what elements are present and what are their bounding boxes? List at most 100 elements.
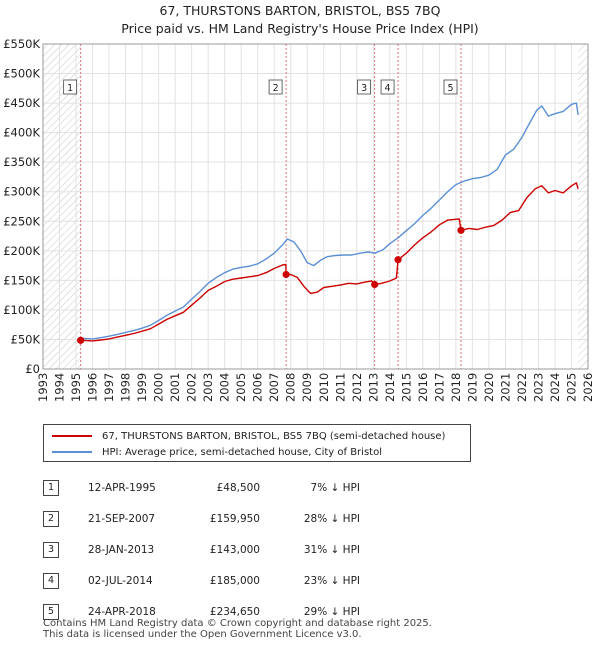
legend-label-hpi: HPI: Average price, semi-detached house,… bbox=[102, 446, 382, 458]
sale-hpi-diff: 28% ↓ HPI bbox=[303, 512, 360, 525]
x-tick-label: 2019 bbox=[465, 373, 479, 402]
x-tick-label: 2022 bbox=[515, 373, 529, 402]
legend: 67, THURSTONS BARTON, BRISTOL, BS5 7BQ (… bbox=[43, 424, 471, 462]
sale-number-box: 5 bbox=[43, 603, 59, 620]
sales-row: 1 12-APR-1995 £48,500 7% ↓ HPI bbox=[43, 472, 360, 503]
sale-point bbox=[371, 280, 379, 289]
footer-copyright: Contains HM Land Registry data © Crown c… bbox=[43, 618, 432, 629]
sale-number: 4 bbox=[43, 565, 88, 596]
y-tick-label: £0 bbox=[25, 362, 40, 376]
sale-label-number: 2 bbox=[273, 83, 279, 94]
x-tick-label: 2009 bbox=[300, 373, 314, 402]
property-price-line bbox=[80, 182, 579, 342]
y-tick-label: £550K bbox=[3, 37, 40, 51]
y-tick-label: £350K bbox=[3, 155, 40, 169]
sale-date: 28-JAN-2013 bbox=[88, 543, 155, 556]
sales-row: 5 24-APR-2018 £234,650 29% ↓ HPI bbox=[43, 596, 360, 627]
y-tick-label: £400K bbox=[3, 126, 40, 140]
x-tick-label: 1995 bbox=[69, 373, 83, 402]
x-tick-label: 2004 bbox=[218, 373, 232, 402]
sale-point bbox=[457, 226, 465, 234]
legend-line-blue bbox=[52, 451, 92, 453]
plot-area bbox=[43, 44, 588, 369]
x-tick-label: 2012 bbox=[350, 373, 364, 402]
price-chart: £0 £50K £100K £150K £200K £250K £300K £350K £400… bbox=[3, 37, 595, 402]
sale-number: 3 bbox=[43, 534, 88, 565]
sale-price: £185,000 bbox=[209, 574, 260, 587]
x-tick-label: 2005 bbox=[234, 373, 248, 402]
x-tick-label: 2015 bbox=[399, 373, 413, 402]
sale-price: £234,650 bbox=[209, 605, 260, 618]
x-tick-label: 2007 bbox=[267, 373, 281, 402]
y-tick-label: £150K bbox=[3, 273, 40, 287]
x-tick-label: 2014 bbox=[383, 373, 397, 402]
x-tick-label: 1997 bbox=[102, 373, 116, 402]
sale-number: 1 bbox=[43, 472, 88, 503]
x-tick-label: 2003 bbox=[201, 373, 215, 402]
y-tick-label: £50K bbox=[11, 332, 41, 346]
hpi-line bbox=[80, 102, 579, 340]
y-tick-label: £200K bbox=[3, 244, 40, 258]
sale-hpi-diff: 31% ↓ HPI bbox=[303, 543, 360, 556]
x-tick-label: 2002 bbox=[185, 373, 199, 402]
x-tick-label: 2016 bbox=[416, 373, 430, 402]
sales-table: 1 12-APR-1995 £48,500 7% ↓ HPI 2 21-SEP-2007 £… bbox=[43, 472, 360, 627]
x-tick-label: 2000 bbox=[152, 373, 166, 402]
sales-row: 4 02-JUL-2014 £185,000 23% ↓ HPI bbox=[43, 565, 360, 596]
x-tick-label: 1998 bbox=[119, 373, 133, 402]
legend-label-property: 67, THURSTONS BARTON, BRISTOL, BS5 7BQ (… bbox=[102, 430, 446, 442]
hatched-region-1 bbox=[43, 44, 81, 369]
footer: Contains HM Land Registry data © Crown c… bbox=[43, 618, 432, 640]
sale-number-box: 4 bbox=[43, 572, 59, 589]
chart-title: 67, THURSTONS BARTON, BRISTOL, BS5 7BQ bbox=[159, 3, 441, 18]
sale-date: 21-SEP-2007 bbox=[88, 512, 156, 525]
x-tick-label: 2021 bbox=[498, 373, 512, 402]
x-tick-label: 2025 bbox=[564, 373, 578, 402]
y-tick-label: £300K bbox=[3, 185, 40, 199]
sale-label-box bbox=[443, 79, 458, 95]
sale-number: 2 bbox=[43, 503, 88, 534]
sale-hpi-diff: 23% ↓ HPI bbox=[303, 574, 360, 587]
x-tick-label: 2026 bbox=[581, 373, 595, 402]
legend-item-hpi: HPI: Average price, semi-detached house,… bbox=[52, 444, 382, 460]
x-tick-label: 1994 bbox=[53, 373, 67, 402]
x-tick-label: 2010 bbox=[317, 373, 331, 402]
sale-price: £48,500 bbox=[216, 481, 260, 494]
chart-subtitle: Price paid vs. HM Land Registry's House … bbox=[121, 21, 479, 36]
sale-label-box bbox=[268, 79, 283, 95]
x-tick-label: 2006 bbox=[251, 373, 265, 402]
x-tick-label: 1993 bbox=[36, 373, 50, 402]
sale-price: £143,000 bbox=[209, 543, 260, 556]
sale-label-box bbox=[380, 79, 395, 95]
legend-line-red bbox=[52, 435, 92, 437]
sale-label-number: 1 bbox=[67, 83, 73, 94]
sale-label-number: 4 bbox=[385, 83, 391, 94]
sale-number-box: 1 bbox=[43, 479, 59, 496]
x-tick-label: 2023 bbox=[531, 373, 545, 402]
x-tick-label: 2011 bbox=[333, 373, 347, 402]
sales-row: 2 21-SEP-2007 £159,950 28% ↓ HPI bbox=[43, 503, 360, 534]
x-tick-label: 1996 bbox=[86, 373, 100, 402]
x-tick-label: 2001 bbox=[168, 373, 182, 402]
y-tick-label: £450K bbox=[3, 96, 40, 110]
sale-number-box: 2 bbox=[43, 510, 59, 527]
sale-date: 12-APR-1995 bbox=[88, 481, 156, 494]
sale-price: £159,950 bbox=[209, 512, 260, 525]
x-tick-label: 2024 bbox=[548, 373, 562, 402]
sale-point bbox=[394, 256, 402, 264]
sale-label-number: 3 bbox=[361, 83, 367, 94]
x-tick-label: 2017 bbox=[432, 373, 446, 402]
footer-licence: This data is licensed under the Open Gov… bbox=[43, 629, 362, 640]
sale-label-box bbox=[357, 79, 372, 95]
x-tick-label: 2008 bbox=[284, 373, 298, 402]
sale-number-box: 3 bbox=[43, 541, 59, 558]
legend-item-property: 67, THURSTONS BARTON, BRISTOL, BS5 7BQ (… bbox=[52, 428, 445, 444]
x-tick-label: 2018 bbox=[449, 373, 463, 402]
sale-hpi-diff: 7% ↓ HPI bbox=[310, 481, 360, 494]
y-tick-label: £100K bbox=[3, 303, 40, 317]
y-tick-label: £250K bbox=[3, 214, 40, 228]
y-tick-label: £500K bbox=[3, 67, 40, 81]
sale-date: 24-APR-2018 bbox=[88, 605, 156, 618]
sale-label-box bbox=[63, 79, 78, 95]
